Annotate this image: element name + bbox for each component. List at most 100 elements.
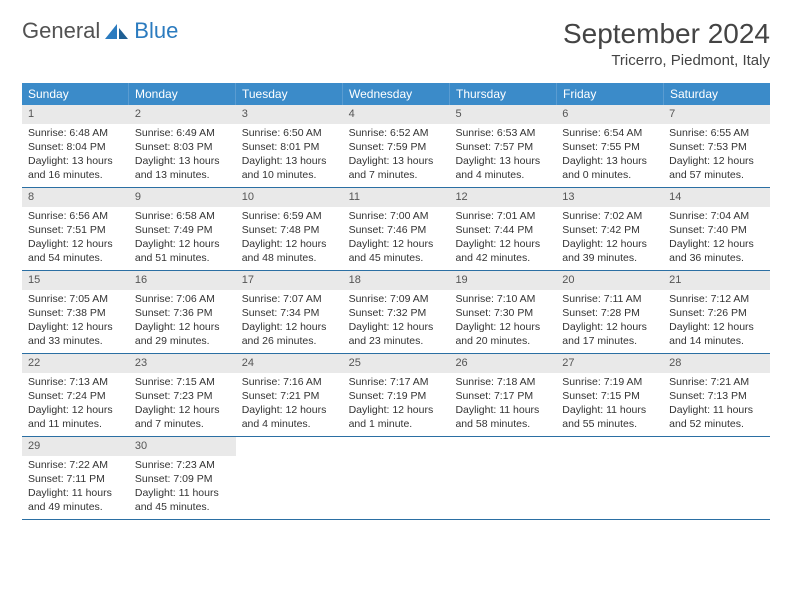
daylight-2: and 13 minutes. xyxy=(135,168,230,182)
daylight-1: Daylight: 13 hours xyxy=(28,154,123,168)
sunrise: Sunrise: 7:21 AM xyxy=(669,375,764,389)
day-number: 15 xyxy=(22,271,129,290)
day-cell-empty xyxy=(663,437,770,519)
day-cell: 29Sunrise: 7:22 AMSunset: 7:11 PMDayligh… xyxy=(22,437,129,519)
sunset: Sunset: 7:11 PM xyxy=(28,472,123,486)
day-body: Sunrise: 7:04 AMSunset: 7:40 PMDaylight:… xyxy=(663,207,770,270)
day-number: 21 xyxy=(663,271,770,290)
day-cell: 18Sunrise: 7:09 AMSunset: 7:32 PMDayligh… xyxy=(343,271,450,353)
day-cell: 17Sunrise: 7:07 AMSunset: 7:34 PMDayligh… xyxy=(236,271,343,353)
day-number: 2 xyxy=(129,105,236,124)
day-body: Sunrise: 7:06 AMSunset: 7:36 PMDaylight:… xyxy=(129,290,236,353)
daylight-2: and 23 minutes. xyxy=(349,334,444,348)
day-body: Sunrise: 7:12 AMSunset: 7:26 PMDaylight:… xyxy=(663,290,770,353)
daylight-2: and 7 minutes. xyxy=(349,168,444,182)
daylight-1: Daylight: 11 hours xyxy=(669,403,764,417)
day-cell: 28Sunrise: 7:21 AMSunset: 7:13 PMDayligh… xyxy=(663,354,770,436)
day-number: 14 xyxy=(663,188,770,207)
sunrise: Sunrise: 7:02 AM xyxy=(562,209,657,223)
logo: General Blue xyxy=(22,18,178,44)
daylight-1: Daylight: 13 hours xyxy=(349,154,444,168)
sunset: Sunset: 7:36 PM xyxy=(135,306,230,320)
daylight-1: Daylight: 11 hours xyxy=(562,403,657,417)
dow-tuesday: Tuesday xyxy=(236,83,343,105)
sunrise: Sunrise: 7:01 AM xyxy=(455,209,550,223)
sunset: Sunset: 7:46 PM xyxy=(349,223,444,237)
sunrise: Sunrise: 7:10 AM xyxy=(455,292,550,306)
daylight-1: Daylight: 13 hours xyxy=(455,154,550,168)
day-cell: 14Sunrise: 7:04 AMSunset: 7:40 PMDayligh… xyxy=(663,188,770,270)
sunrise: Sunrise: 7:16 AM xyxy=(242,375,337,389)
day-cell: 30Sunrise: 7:23 AMSunset: 7:09 PMDayligh… xyxy=(129,437,236,519)
day-body: Sunrise: 7:18 AMSunset: 7:17 PMDaylight:… xyxy=(449,373,556,436)
sunset: Sunset: 7:40 PM xyxy=(669,223,764,237)
daylight-2: and 33 minutes. xyxy=(28,334,123,348)
day-cell: 24Sunrise: 7:16 AMSunset: 7:21 PMDayligh… xyxy=(236,354,343,436)
day-number: 3 xyxy=(236,105,343,124)
daylight-1: Daylight: 12 hours xyxy=(455,237,550,251)
sunrise: Sunrise: 6:59 AM xyxy=(242,209,337,223)
sunset: Sunset: 7:55 PM xyxy=(562,140,657,154)
day-number: 5 xyxy=(449,105,556,124)
day-number: 16 xyxy=(129,271,236,290)
day-number: 8 xyxy=(22,188,129,207)
daylight-1: Daylight: 12 hours xyxy=(242,237,337,251)
sunset: Sunset: 7:30 PM xyxy=(455,306,550,320)
logo-sail-icon xyxy=(104,22,130,40)
daylight-2: and 16 minutes. xyxy=(28,168,123,182)
day-body: Sunrise: 7:15 AMSunset: 7:23 PMDaylight:… xyxy=(129,373,236,436)
daylight-1: Daylight: 11 hours xyxy=(28,486,123,500)
sunrise: Sunrise: 7:07 AM xyxy=(242,292,337,306)
sunrise: Sunrise: 7:12 AM xyxy=(669,292,764,306)
day-body: Sunrise: 6:59 AMSunset: 7:48 PMDaylight:… xyxy=(236,207,343,270)
week-row: 15Sunrise: 7:05 AMSunset: 7:38 PMDayligh… xyxy=(22,271,770,354)
dow-wednesday: Wednesday xyxy=(343,83,450,105)
calendar: SundayMondayTuesdayWednesdayThursdayFrid… xyxy=(22,83,770,520)
daylight-2: and 11 minutes. xyxy=(28,417,123,431)
daylight-1: Daylight: 12 hours xyxy=(28,320,123,334)
logo-text-general: General xyxy=(22,18,100,44)
day-body: Sunrise: 7:09 AMSunset: 7:32 PMDaylight:… xyxy=(343,290,450,353)
sunrise: Sunrise: 6:49 AM xyxy=(135,126,230,140)
day-number: 28 xyxy=(663,354,770,373)
day-number: 25 xyxy=(343,354,450,373)
sunrise: Sunrise: 7:19 AM xyxy=(562,375,657,389)
sunset: Sunset: 7:32 PM xyxy=(349,306,444,320)
day-cell: 3Sunrise: 6:50 AMSunset: 8:01 PMDaylight… xyxy=(236,105,343,187)
day-cell: 1Sunrise: 6:48 AMSunset: 8:04 PMDaylight… xyxy=(22,105,129,187)
day-number: 18 xyxy=(343,271,450,290)
daylight-1: Daylight: 12 hours xyxy=(562,320,657,334)
sunrise: Sunrise: 7:22 AM xyxy=(28,458,123,472)
sunset: Sunset: 7:48 PM xyxy=(242,223,337,237)
sunset: Sunset: 8:01 PM xyxy=(242,140,337,154)
daylight-1: Daylight: 12 hours xyxy=(349,403,444,417)
daylight-2: and 7 minutes. xyxy=(135,417,230,431)
day-cell: 25Sunrise: 7:17 AMSunset: 7:19 PMDayligh… xyxy=(343,354,450,436)
month-title: September 2024 xyxy=(563,18,770,50)
daylight-2: and 17 minutes. xyxy=(562,334,657,348)
sunset: Sunset: 7:24 PM xyxy=(28,389,123,403)
day-number: 10 xyxy=(236,188,343,207)
sunset: Sunset: 7:49 PM xyxy=(135,223,230,237)
day-body: Sunrise: 7:10 AMSunset: 7:30 PMDaylight:… xyxy=(449,290,556,353)
logo-text-blue: Blue xyxy=(134,18,178,44)
daylight-2: and 20 minutes. xyxy=(455,334,550,348)
sunset: Sunset: 7:26 PM xyxy=(669,306,764,320)
day-number: 9 xyxy=(129,188,236,207)
sunset: Sunset: 7:51 PM xyxy=(28,223,123,237)
day-cell: 19Sunrise: 7:10 AMSunset: 7:30 PMDayligh… xyxy=(449,271,556,353)
day-cell: 23Sunrise: 7:15 AMSunset: 7:23 PMDayligh… xyxy=(129,354,236,436)
day-body: Sunrise: 7:17 AMSunset: 7:19 PMDaylight:… xyxy=(343,373,450,436)
daylight-2: and 0 minutes. xyxy=(562,168,657,182)
day-cell: 4Sunrise: 6:52 AMSunset: 7:59 PMDaylight… xyxy=(343,105,450,187)
day-body: Sunrise: 7:01 AMSunset: 7:44 PMDaylight:… xyxy=(449,207,556,270)
daylight-1: Daylight: 11 hours xyxy=(135,486,230,500)
day-cell: 13Sunrise: 7:02 AMSunset: 7:42 PMDayligh… xyxy=(556,188,663,270)
daylight-1: Daylight: 12 hours xyxy=(242,320,337,334)
day-body: Sunrise: 6:49 AMSunset: 8:03 PMDaylight:… xyxy=(129,124,236,187)
day-cell: 10Sunrise: 6:59 AMSunset: 7:48 PMDayligh… xyxy=(236,188,343,270)
location: Tricerro, Piedmont, Italy xyxy=(563,52,770,69)
daylight-2: and 48 minutes. xyxy=(242,251,337,265)
daylight-1: Daylight: 12 hours xyxy=(349,320,444,334)
day-number: 13 xyxy=(556,188,663,207)
